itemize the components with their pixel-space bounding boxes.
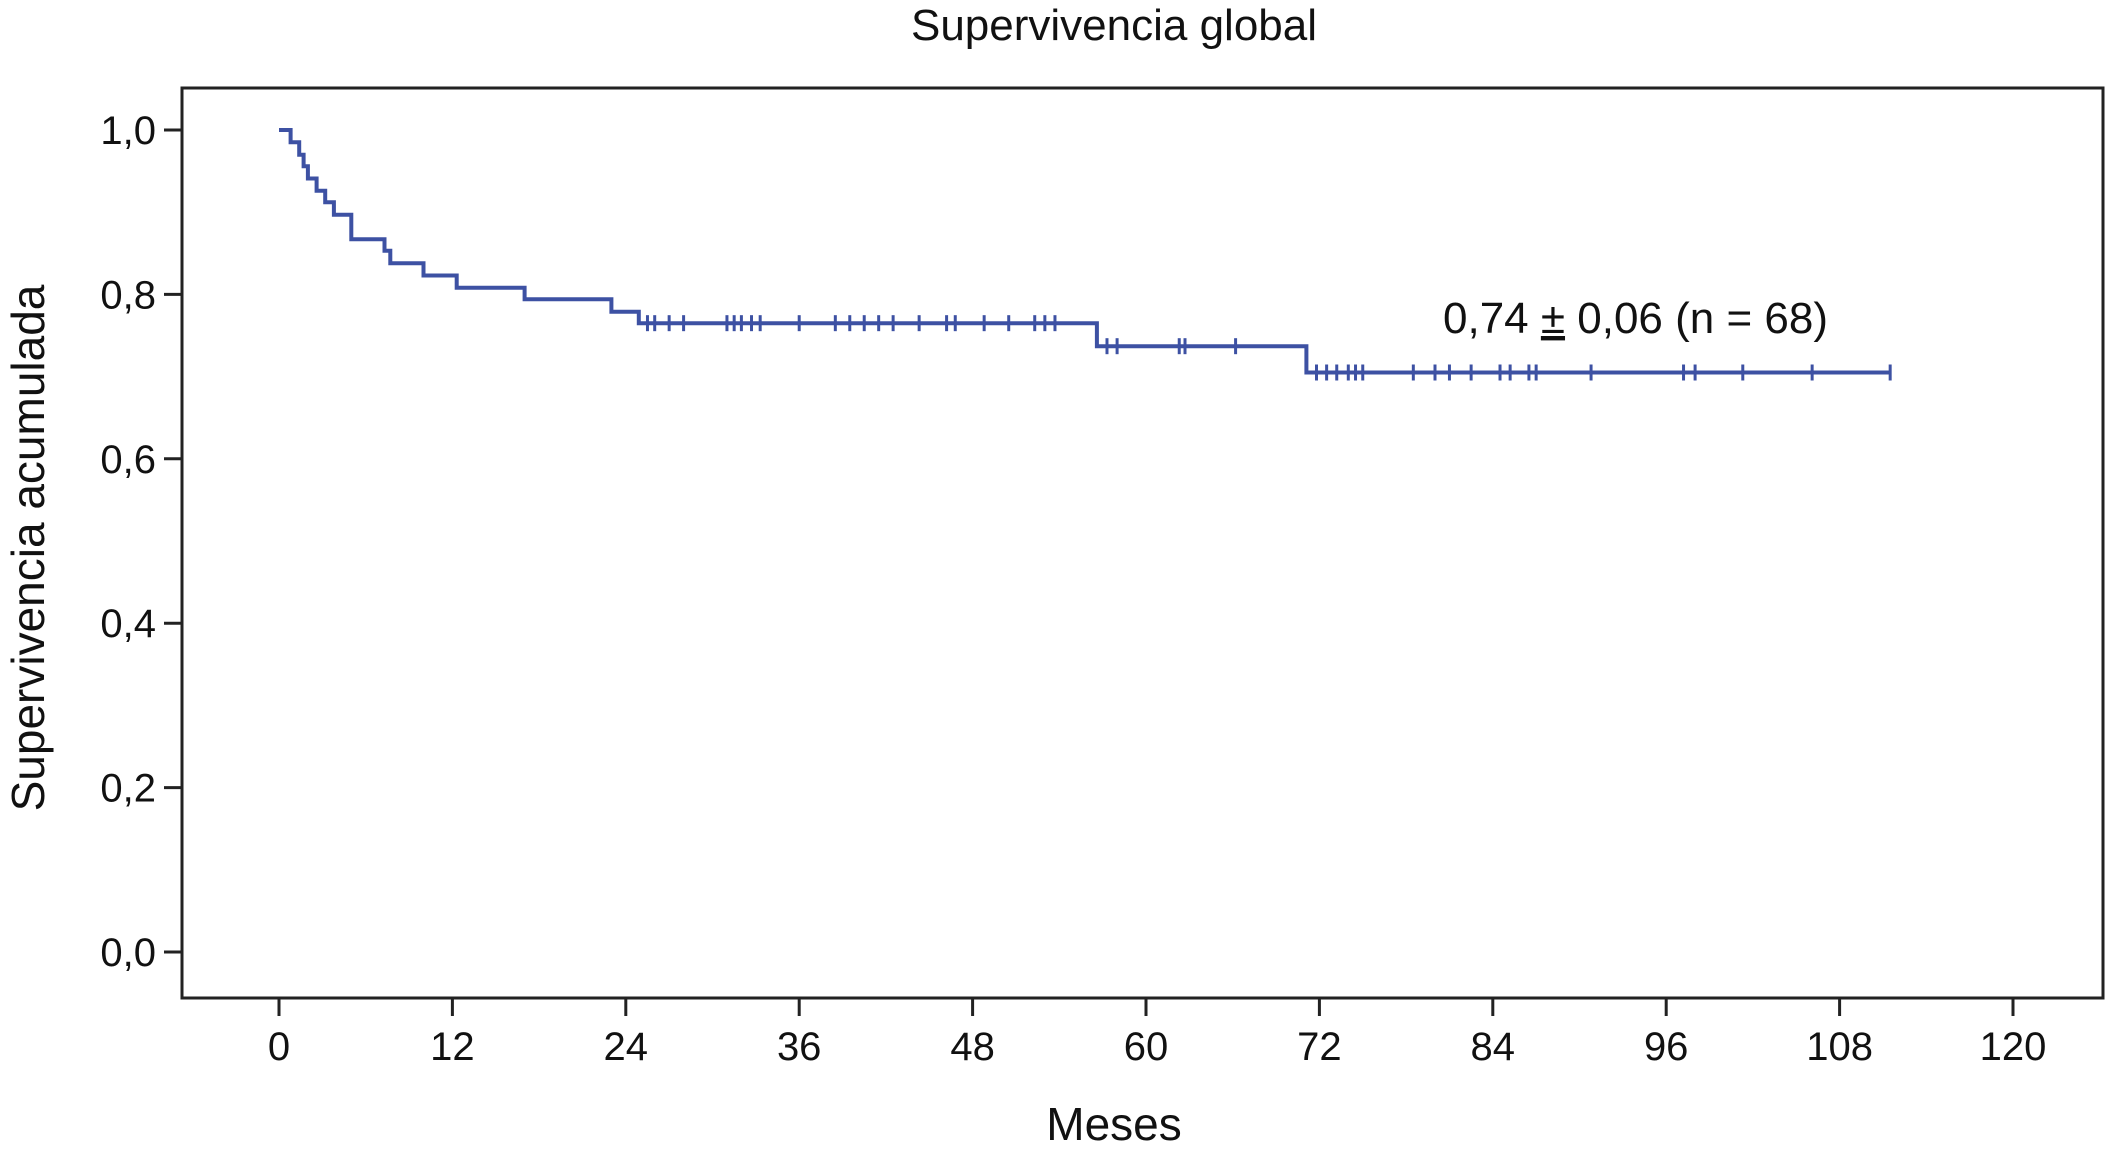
x-tick-label: 48: [950, 1025, 995, 1069]
y-tick-label: 0,8: [100, 273, 156, 317]
x-tick-label: 120: [1980, 1025, 2047, 1069]
y-axis-title: Supervivencia acumulada: [2, 284, 54, 811]
x-tick-label: 96: [1644, 1025, 1689, 1069]
x-tick-label: 24: [604, 1025, 649, 1069]
x-axis-title: Meses: [1046, 1098, 1181, 1150]
x-tick-label: 36: [777, 1025, 822, 1069]
x-tick-label: 108: [1806, 1025, 1873, 1069]
survival-curve: [279, 128, 1891, 375]
x-axis: 0 12 24 36 48 60 72 84 96 108 120: [268, 998, 2047, 1069]
y-axis: 0,0 0,2 0,4 0,6 0,8 1,0: [100, 109, 182, 975]
x-tick-label: 0: [268, 1025, 290, 1069]
y-tick-label: 0,4: [100, 602, 156, 646]
annotation-plus-minus: ±: [1541, 294, 1565, 343]
chart-title: Supervivencia global: [911, 1, 1317, 50]
annotation-detail: 0,06 (n = 68): [1565, 294, 1828, 343]
x-tick-label: 84: [1471, 1025, 1516, 1069]
y-tick-label: 1,0: [100, 109, 156, 153]
series-layer: [279, 128, 1892, 381]
x-tick-label: 60: [1124, 1025, 1169, 1069]
x-tick-label: 12: [430, 1025, 475, 1069]
x-tick-label: 72: [1297, 1025, 1342, 1069]
survival-annotation: 0,74 ± 0,06 (n = 68): [1443, 294, 1828, 343]
y-tick-label: 0,6: [100, 438, 156, 482]
annotation-value: 0,74: [1443, 294, 1541, 343]
y-tick-label: 0,0: [100, 931, 156, 975]
plot-frame: [180, 86, 2105, 1000]
y-tick-label: 0,2: [100, 767, 156, 811]
